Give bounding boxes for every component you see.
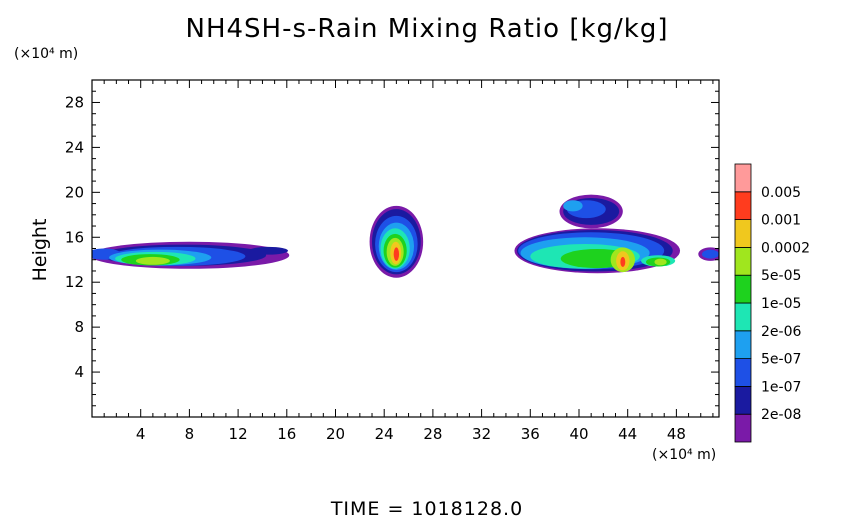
left-band-region [135,256,170,265]
x-tick-label: 32 [472,425,491,443]
colorbar-level-label: 2e-08 [761,407,801,423]
colorbar-level-label: 5e-07 [761,352,801,368]
x-unit-label: (×10⁴ m) [652,447,717,463]
colorbar: 2e-08 1e-07 5e-07 2e-06 1e-05 5e-05 0.0002 0.00… [734,163,810,443]
y-tick-label: 16 [65,228,84,246]
y-tick-label: 24 [65,138,84,156]
colorbar-level-label: 0.005 [761,185,801,201]
colorbar-swatch [734,413,752,443]
colorbar-swatch [734,302,752,332]
colorbar-level-label: 1e-07 [761,379,801,395]
x-tick-label: 48 [667,425,686,443]
colorbar-swatch [734,358,752,387]
right-band-region [654,258,667,266]
colorbar-level-label: 0.0002 [761,240,810,256]
x-tick-label: 40 [569,425,588,443]
x-tick-label: 44 [618,425,637,443]
colorbar-level-label: 5e-05 [761,268,801,284]
colorbar-swatch [734,330,752,359]
y-unit-label: (×10⁴ m) [14,46,79,62]
field-layer [92,194,719,278]
y-tick-label: 4 [74,363,84,381]
colorbar-level-label: 2e-06 [761,324,801,340]
time-label: TIME = 1018128.0 [330,498,524,520]
y-tick-label: 28 [65,93,84,111]
x-tick-label: 28 [423,425,442,443]
colorbar-level-label: 0.001 [761,213,801,229]
colorbar-swatch [734,385,752,415]
colorbar-swatch [734,163,752,193]
colorbar-level-label: 1e-05 [761,296,801,312]
y-tick-label: 20 [65,183,84,201]
x-tick-label: 24 [375,425,394,443]
x-tick-label: 20 [326,425,345,443]
colorbar-swatch [734,274,752,304]
right-band-region [563,200,583,212]
colorbar-swatch [734,219,752,248]
chart-title: NH4SH-s-Rain Mixing Ratio [kg/kg] [185,14,669,44]
x-tick-label: 12 [229,425,248,443]
y-tick-label: 8 [74,318,84,336]
left-band-region [249,246,289,255]
center-cell-region [393,247,400,261]
colorbar-swatch [734,246,752,276]
right-band-region [620,256,626,268]
x-tick-label: 8 [185,425,195,443]
x-tick-label: 4 [136,425,146,443]
x-tick-label: 36 [521,425,540,443]
right-band-region [701,249,719,259]
y-tick-label: 12 [65,273,84,291]
colorbar-swatch [734,191,752,221]
x-tick-label: 16 [277,425,296,443]
